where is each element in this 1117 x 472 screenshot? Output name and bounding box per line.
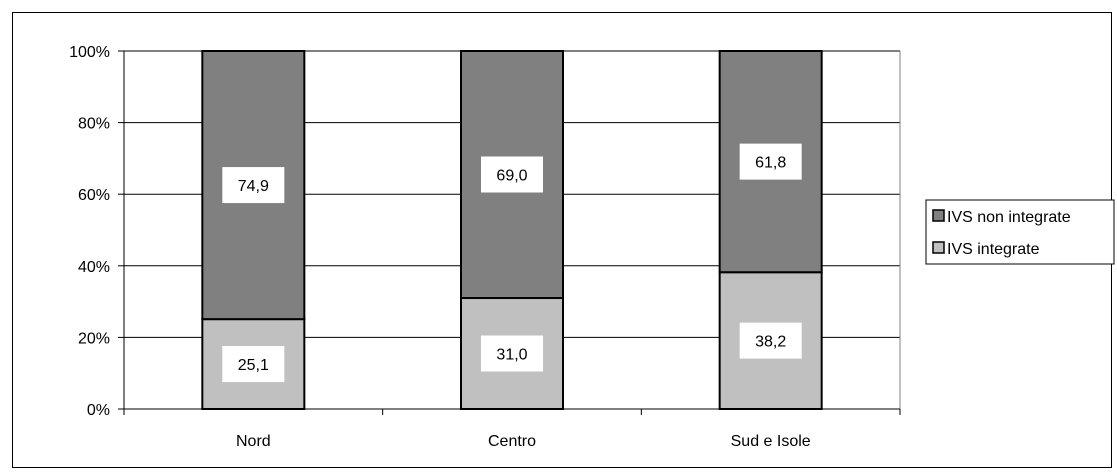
y-tick-label: 100%: [69, 44, 110, 61]
y-tick-label: 40%: [78, 259, 110, 276]
data-label-box: [222, 167, 285, 204]
data-label: 38,2: [755, 334, 786, 351]
data-label: 61,8: [755, 155, 786, 172]
data-label: 74,9: [238, 178, 269, 195]
data-label-box: [481, 156, 543, 193]
legend-swatch: [932, 209, 945, 222]
data-label-box: [739, 322, 802, 359]
x-category-label: Centro: [488, 433, 536, 450]
data-label: 69,0: [496, 168, 527, 185]
legend-label: IVS non integrate: [947, 209, 1071, 226]
data-label: 31,0: [496, 347, 527, 364]
data-label-box: [739, 143, 802, 180]
data-label-box: [481, 335, 543, 372]
legend-swatch: [932, 241, 945, 254]
legend-box: [925, 199, 1115, 265]
y-tick-label: 60%: [78, 187, 110, 204]
legend-label: IVS integrate: [947, 241, 1040, 258]
y-tick-label: 0%: [87, 402, 110, 419]
x-category-label: Sud e Isole: [731, 433, 811, 450]
data-label: 25,1: [238, 357, 269, 374]
y-tick-label: 20%: [78, 330, 110, 347]
x-category-label: Nord: [236, 433, 271, 450]
y-tick-label: 80%: [78, 116, 110, 133]
data-label-box: [222, 346, 285, 383]
